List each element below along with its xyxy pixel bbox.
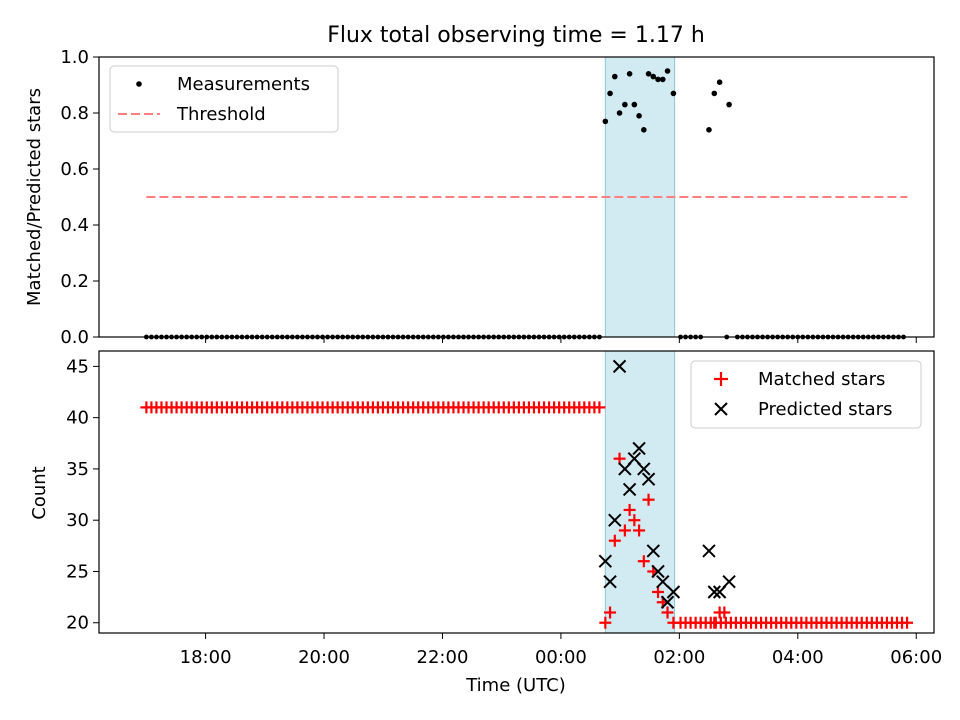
top-x-ticks bbox=[205, 337, 917, 343]
predicted-star-point bbox=[656, 575, 670, 589]
bottom-y-ticks: 20 25 30 35 40 45 bbox=[66, 356, 99, 634]
bottom-axes-frame bbox=[98, 350, 935, 634]
matched-star-point bbox=[633, 524, 646, 537]
bottom-panel: 20 25 30 35 40 45 18:00 20:00 22:00 00:00 02:00 04… bbox=[29, 350, 942, 696]
x-tick-label: 20:00 bbox=[298, 647, 350, 668]
measurement-point bbox=[631, 101, 638, 108]
legend-label-measurements: Measurements bbox=[177, 74, 310, 95]
matched-star-point bbox=[661, 606, 674, 619]
measurement-point bbox=[670, 90, 677, 97]
bottom-y-tick-label: 30 bbox=[66, 510, 89, 531]
matched-star-point bbox=[599, 616, 612, 629]
bottom-y-tick-label: 25 bbox=[66, 561, 89, 582]
observing-interval-shade-bottom bbox=[604, 350, 676, 634]
predicted-star-point bbox=[722, 575, 736, 589]
predicted-star-point bbox=[622, 482, 637, 497]
measurement-point bbox=[607, 90, 613, 97]
x-tick-label: 04:00 bbox=[772, 647, 824, 668]
measurement-point bbox=[716, 79, 723, 85]
measurement-point bbox=[612, 73, 618, 80]
measurement-point bbox=[655, 76, 661, 83]
measurement-point bbox=[602, 118, 609, 125]
predicted-star-point bbox=[612, 359, 627, 374]
matched-star-point bbox=[901, 616, 914, 629]
top-y-tick-label: 0.6 bbox=[60, 159, 89, 180]
top-legend: Measurements Threshold bbox=[109, 65, 339, 133]
matched-star-point bbox=[652, 585, 665, 598]
bottom-legend-box bbox=[690, 360, 922, 429]
legend-marker-matched bbox=[714, 372, 728, 386]
x-tick-label: 00:00 bbox=[535, 647, 587, 668]
top-y-tick-label: 0.8 bbox=[60, 103, 89, 124]
matched-star-point bbox=[667, 616, 680, 629]
bottom-legend: Matched stars Predicted stars bbox=[690, 360, 922, 429]
top-y-tick-label: 0.4 bbox=[60, 215, 89, 236]
predicted-star-point bbox=[641, 472, 656, 486]
matched-star-point bbox=[604, 606, 617, 619]
matched-star-point bbox=[623, 503, 636, 516]
bottom-y-tick-label: 35 bbox=[66, 459, 89, 480]
bottom-y-axis-label: Count bbox=[29, 466, 50, 519]
predicted-star-point bbox=[707, 585, 722, 599]
predicted-star-point bbox=[702, 544, 716, 558]
measurement-point bbox=[636, 113, 642, 119]
predicted-star-point bbox=[660, 595, 675, 609]
predicted-star-point bbox=[632, 441, 646, 456]
top-legend-box bbox=[109, 65, 339, 133]
x-tick-label: 18:00 bbox=[180, 647, 232, 668]
legend-marker-measurements bbox=[136, 81, 142, 87]
top-y-axis-label: Matched/Predicted stars bbox=[24, 88, 45, 306]
legend-label-predicted: Predicted stars bbox=[758, 399, 892, 420]
top-y-ticks: 0.0 0.2 0.4 0.6 0.8 1.0 bbox=[60, 47, 99, 348]
predicted-star-point bbox=[637, 462, 651, 476]
matched-star-point bbox=[708, 616, 721, 629]
matched-star-point bbox=[608, 534, 621, 547]
matched-star-point bbox=[628, 514, 641, 527]
measurement-point bbox=[726, 101, 732, 108]
predicted-star-point bbox=[598, 554, 613, 568]
predicted-star-point bbox=[646, 544, 661, 558]
legend-label-matched: Matched stars bbox=[758, 369, 885, 390]
measurement-point bbox=[641, 127, 647, 133]
x-tick-label: 06:00 bbox=[890, 647, 942, 668]
measurement-point bbox=[616, 110, 623, 116]
predicted-star-point bbox=[666, 585, 681, 599]
top-y-tick-label: 1.0 bbox=[60, 47, 89, 68]
matched-star-point bbox=[642, 493, 655, 506]
predicted-star-point bbox=[651, 564, 665, 579]
measurement-point bbox=[664, 68, 671, 74]
x-tick-label: 02:00 bbox=[653, 647, 705, 668]
top-y-tick-label: 0.2 bbox=[60, 271, 89, 292]
x-axis-label: Time (UTC) bbox=[465, 675, 566, 696]
predicted-star-point bbox=[608, 513, 622, 527]
bottom-x-ticks: 18:00 20:00 22:00 00:00 02:00 04:00 06:00 bbox=[180, 633, 942, 668]
measurement-point bbox=[622, 101, 628, 108]
measurement-point bbox=[711, 90, 718, 97]
matched-star-point bbox=[718, 606, 731, 619]
figure-title: Flux total observing time = 1.17 h bbox=[327, 23, 705, 48]
bottom-plot-area bbox=[140, 359, 914, 629]
bottom-y-tick-label: 20 bbox=[66, 613, 89, 634]
matched-star-point bbox=[618, 524, 631, 537]
measurement-point bbox=[659, 76, 666, 83]
legend-marker-predicted bbox=[714, 402, 728, 416]
bottom-y-tick-label: 45 bbox=[66, 356, 89, 377]
measurement-point bbox=[626, 71, 633, 77]
measurement-point bbox=[650, 73, 657, 80]
bottom-y-tick-label: 40 bbox=[66, 408, 89, 429]
top-axes-frame bbox=[98, 56, 935, 338]
measurement-point bbox=[645, 71, 652, 77]
matched-star-point bbox=[593, 401, 606, 414]
legend-label-threshold: Threshold bbox=[176, 104, 266, 125]
top-y-tick-label: 0.0 bbox=[60, 327, 89, 348]
predicted-star-point bbox=[603, 575, 617, 589]
matched-star-point bbox=[637, 555, 650, 568]
measurement-point bbox=[706, 127, 712, 133]
x-tick-label: 22:00 bbox=[417, 647, 469, 668]
top-panel: 0.0 0.2 0.4 0.6 0.8 1.0 Matched/Predicted sta… bbox=[24, 47, 935, 348]
